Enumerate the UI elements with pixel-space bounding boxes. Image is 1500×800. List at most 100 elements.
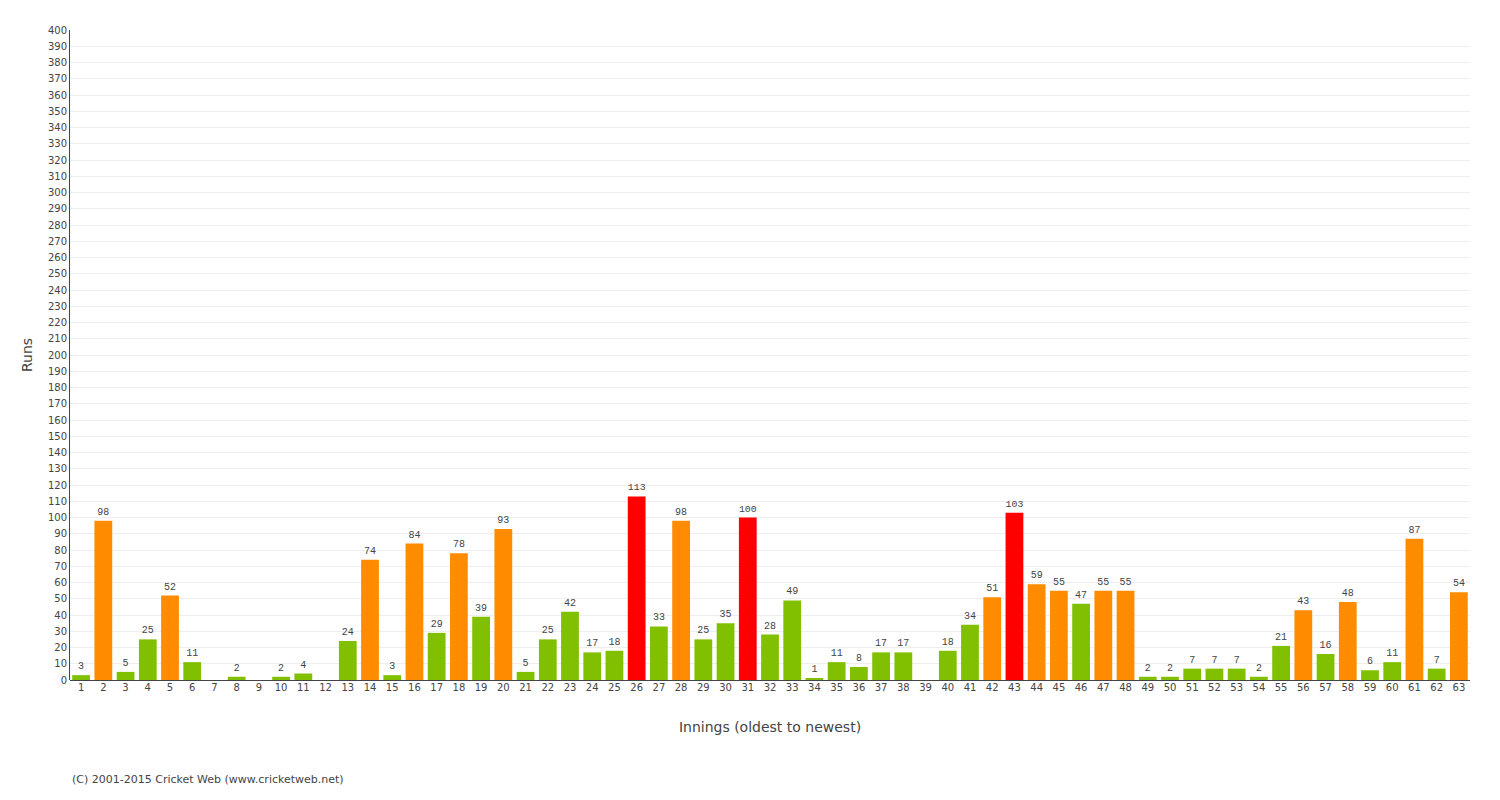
- svg-text:180: 180: [48, 382, 67, 393]
- svg-text:55: 55: [1053, 577, 1065, 588]
- svg-text:49: 49: [1141, 682, 1154, 693]
- svg-text:98: 98: [675, 507, 687, 518]
- svg-text:3: 3: [122, 682, 128, 693]
- svg-text:54: 54: [1453, 578, 1465, 589]
- svg-text:290: 290: [48, 203, 67, 214]
- svg-text:56: 56: [1297, 682, 1310, 693]
- svg-text:55: 55: [1275, 682, 1288, 693]
- svg-text:1: 1: [811, 664, 817, 675]
- svg-text:310: 310: [48, 171, 67, 182]
- svg-text:3: 3: [389, 661, 395, 672]
- svg-text:280: 280: [48, 220, 67, 231]
- svg-text:11: 11: [831, 648, 843, 659]
- svg-text:4: 4: [300, 660, 306, 671]
- svg-text:55: 55: [1120, 577, 1132, 588]
- svg-text:18: 18: [608, 637, 620, 648]
- svg-text:21: 21: [1275, 632, 1287, 643]
- svg-text:360: 360: [48, 90, 67, 101]
- svg-text:11: 11: [297, 682, 310, 693]
- svg-text:350: 350: [48, 106, 67, 117]
- svg-text:Innings (oldest to newest): Innings (oldest to newest): [679, 719, 861, 735]
- svg-text:30: 30: [54, 626, 67, 637]
- svg-text:31: 31: [741, 682, 754, 693]
- svg-text:37: 37: [875, 682, 888, 693]
- svg-text:27: 27: [653, 682, 666, 693]
- svg-text:5: 5: [167, 682, 173, 693]
- svg-text:370: 370: [48, 73, 67, 84]
- svg-text:190: 190: [48, 366, 67, 377]
- svg-text:78: 78: [453, 539, 465, 550]
- svg-text:113: 113: [628, 482, 646, 493]
- svg-text:29: 29: [697, 682, 710, 693]
- svg-text:80: 80: [54, 545, 67, 556]
- svg-text:10: 10: [54, 658, 67, 669]
- svg-text:7: 7: [1211, 655, 1217, 666]
- svg-text:98: 98: [97, 507, 109, 518]
- svg-text:35: 35: [720, 609, 732, 620]
- svg-text:320: 320: [48, 155, 67, 166]
- svg-text:34: 34: [964, 611, 976, 622]
- svg-text:240: 240: [48, 285, 67, 296]
- svg-text:120: 120: [48, 480, 67, 491]
- svg-text:43: 43: [1008, 682, 1021, 693]
- svg-text:170: 170: [48, 398, 67, 409]
- svg-text:9: 9: [256, 682, 262, 693]
- svg-text:30: 30: [719, 682, 732, 693]
- svg-text:93: 93: [497, 515, 509, 526]
- svg-text:200: 200: [48, 350, 67, 361]
- svg-text:74: 74: [364, 546, 376, 557]
- svg-text:6: 6: [189, 682, 195, 693]
- svg-text:45: 45: [1053, 682, 1066, 693]
- svg-text:24: 24: [342, 627, 354, 638]
- svg-text:210: 210: [48, 333, 67, 344]
- svg-text:87: 87: [1408, 525, 1420, 536]
- svg-text:2: 2: [1167, 663, 1173, 674]
- svg-text:8: 8: [856, 653, 862, 664]
- svg-text:42: 42: [564, 598, 576, 609]
- svg-text:49: 49: [786, 586, 798, 597]
- svg-text:390: 390: [48, 41, 67, 52]
- svg-text:13: 13: [341, 682, 354, 693]
- svg-text:25: 25: [608, 682, 621, 693]
- svg-text:17: 17: [897, 638, 909, 649]
- svg-text:130: 130: [48, 463, 67, 474]
- svg-text:47: 47: [1075, 590, 1087, 601]
- svg-text:14: 14: [364, 682, 377, 693]
- svg-text:270: 270: [48, 236, 67, 247]
- svg-text:7: 7: [1234, 655, 1240, 666]
- svg-text:59: 59: [1031, 570, 1043, 581]
- svg-text:7: 7: [1189, 655, 1195, 666]
- svg-text:53: 53: [1230, 682, 1243, 693]
- svg-text:42: 42: [986, 682, 999, 693]
- svg-text:51: 51: [986, 583, 998, 594]
- svg-text:36: 36: [853, 682, 866, 693]
- svg-text:34: 34: [808, 682, 821, 693]
- svg-text:2: 2: [278, 663, 284, 674]
- svg-text:7: 7: [211, 682, 217, 693]
- svg-text:2: 2: [1145, 663, 1151, 674]
- svg-text:10: 10: [275, 682, 288, 693]
- svg-text:35: 35: [830, 682, 843, 693]
- svg-text:400: 400: [48, 25, 67, 36]
- svg-text:38: 38: [897, 682, 910, 693]
- svg-text:70: 70: [54, 561, 67, 572]
- svg-text:55: 55: [1097, 577, 1109, 588]
- svg-text:22: 22: [541, 682, 554, 693]
- svg-text:46: 46: [1075, 682, 1088, 693]
- svg-text:6: 6: [1367, 656, 1373, 667]
- svg-text:17: 17: [430, 682, 443, 693]
- svg-text:1: 1: [78, 682, 84, 693]
- svg-text:110: 110: [48, 496, 67, 507]
- svg-text:25: 25: [142, 625, 154, 636]
- svg-text:54: 54: [1253, 682, 1266, 693]
- svg-text:250: 250: [48, 268, 67, 279]
- svg-text:48: 48: [1342, 588, 1354, 599]
- svg-text:16: 16: [1320, 640, 1332, 651]
- svg-text:17: 17: [586, 638, 598, 649]
- svg-text:5: 5: [123, 658, 129, 669]
- svg-text:Runs: Runs: [19, 338, 35, 372]
- svg-text:20: 20: [497, 682, 510, 693]
- svg-text:(C) 2001-2015 Cricket Web (www: (C) 2001-2015 Cricket Web (www.cricketwe…: [72, 773, 344, 786]
- svg-text:41: 41: [964, 682, 977, 693]
- svg-text:18: 18: [942, 637, 954, 648]
